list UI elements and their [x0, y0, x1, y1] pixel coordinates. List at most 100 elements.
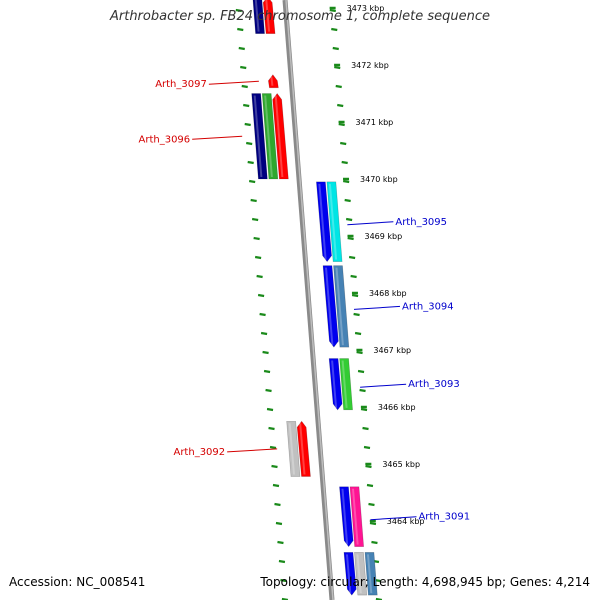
gene-bar[interactable] — [333, 265, 350, 348]
gene-Arth_3096[interactable] — [251, 93, 289, 180]
gene-label[interactable]: Arth_3093 — [408, 379, 460, 390]
gene-bar[interactable] — [343, 552, 357, 596]
minus-outer-dots — [254, 255, 262, 260]
plus-outer-dots — [337, 103, 344, 108]
gene-label-leader — [370, 516, 417, 521]
gene-label-leader — [360, 383, 407, 388]
minus-outer-dots — [259, 312, 266, 317]
minus-outer-dots — [243, 103, 250, 108]
gene-bar-shine — [328, 183, 338, 260]
gene-Arth_3093[interactable] — [328, 358, 353, 411]
plus-outer-dots — [360, 407, 368, 412]
gene-bar[interactable] — [339, 358, 353, 411]
plus-outer-dots — [335, 84, 342, 89]
tick-label: 3473 kbp — [347, 4, 385, 13]
backbone-highlight — [285, 0, 334, 600]
tick-label: 3469 kbp — [364, 232, 402, 241]
gene-Arth_3091[interactable] — [339, 486, 364, 548]
plus-outer-dots — [362, 426, 369, 431]
gene-bar[interactable] — [296, 420, 311, 477]
gene-bar[interactable] — [268, 74, 279, 89]
gene-label-leader — [227, 448, 278, 453]
gene-bar[interactable] — [252, 0, 265, 34]
gene-bar[interactable] — [261, 93, 279, 180]
gene-label-leader — [347, 221, 394, 226]
minus-outer-dots — [272, 483, 280, 488]
tick-label: 3464 kbp — [387, 517, 425, 526]
gene-Arth_3097[interactable] — [268, 74, 279, 89]
minus-outer-dots — [271, 464, 278, 469]
minus-outer-dots — [256, 274, 263, 279]
minus-outer-dots — [269, 445, 277, 450]
tick-label: 3470 kbp — [360, 175, 398, 184]
gene-bar-shine — [270, 76, 274, 86]
kbp-ticks: 3473 kbp 3472 kbp 3471 kbp 3470 kbp 3469 kbp… — [329, 4, 425, 526]
plus-outer-dots — [348, 255, 356, 260]
gene-bar[interactable] — [272, 93, 289, 180]
plus-outer-dots — [331, 27, 338, 32]
gene-bar[interactable] — [322, 265, 339, 348]
gene-unlabeled-8[interactable] — [343, 552, 378, 596]
minus-outer-dots — [280, 578, 287, 583]
gene-label[interactable]: Arth_3092 — [173, 447, 225, 458]
gene-bar-shine — [288, 423, 295, 475]
minus-outer-dots — [241, 84, 248, 89]
gene-label-leader — [353, 305, 401, 310]
gene-Arth_3095[interactable] — [316, 181, 343, 263]
plus-outer-dots — [363, 445, 371, 450]
minus-outer-dots — [237, 27, 244, 32]
minus-outer-dots — [238, 46, 245, 51]
minus-outer-dots — [266, 407, 274, 412]
plus-outer-dots — [359, 388, 366, 393]
genes-layer — [251, 0, 378, 596]
accession-text: Accession: NC_008541 — [9, 575, 146, 589]
gene-labels: Arth_3097 Arth_3096 Arth_3095 Arth_3094 Arth… — [139, 79, 471, 522]
plus-outer-dots — [357, 369, 365, 374]
plus-outer-dots — [332, 46, 339, 51]
gene-bar[interactable] — [316, 181, 332, 263]
gene-bar-shine — [325, 267, 334, 346]
plus-outer-dots — [350, 274, 357, 279]
gene-label[interactable]: Arth_3096 — [139, 134, 191, 145]
plus-outer-dots — [371, 540, 378, 545]
gene-Arth_3094[interactable] — [322, 265, 350, 348]
minus-outer-dots — [268, 426, 275, 431]
gene-bar[interactable] — [326, 181, 343, 262]
gene-bar-shine — [253, 95, 263, 177]
plus-outer-dots — [345, 217, 353, 222]
gene-bar[interactable] — [286, 420, 301, 477]
gene-bar[interactable] — [364, 552, 378, 596]
gene-label[interactable]: Arth_3097 — [155, 79, 207, 90]
gene-bar[interactable] — [339, 486, 354, 548]
gene-label[interactable]: Arth_3091 — [418, 512, 470, 523]
minus-outer-dots — [263, 369, 271, 374]
gene-bar[interactable] — [328, 358, 343, 411]
tick-label: 3467 kbp — [373, 346, 411, 355]
plus-outer-dots — [329, 8, 336, 13]
tick-label: 3471 kbp — [356, 118, 394, 127]
plus-outer-dots — [366, 483, 374, 488]
backbone-line — [282, 0, 335, 600]
gene-bar[interactable] — [251, 93, 268, 180]
gene-bar[interactable] — [262, 0, 276, 34]
gene-Arth_3092[interactable] — [286, 420, 311, 477]
plus-outer-dots — [340, 141, 347, 146]
gene-bar-shine — [345, 554, 352, 594]
strand-boundary-dots — [235, 8, 383, 600]
plus-outer-dots — [365, 464, 372, 469]
minus-outer-dots — [274, 502, 281, 507]
gene-unlabeled-0[interactable] — [252, 0, 276, 34]
gene-bar[interactable] — [349, 486, 364, 547]
map-title: Arthrobacter sp. FB24 chromosome 1, comp… — [109, 9, 491, 24]
gene-bar-shine — [254, 0, 260, 32]
minus-outer-dots — [277, 540, 284, 545]
gene-label[interactable]: Arth_3094 — [402, 301, 454, 312]
gene-bar[interactable] — [354, 552, 368, 596]
gene-bar-shine — [318, 183, 327, 260]
tick-label: 3472 kbp — [351, 61, 389, 70]
gene-bar-shine — [341, 488, 349, 545]
plus-outer-dots — [356, 350, 363, 355]
minus-outer-dots — [265, 388, 272, 393]
gene-label[interactable]: Arth_3095 — [395, 217, 447, 228]
plus-outer-dots — [353, 312, 360, 317]
